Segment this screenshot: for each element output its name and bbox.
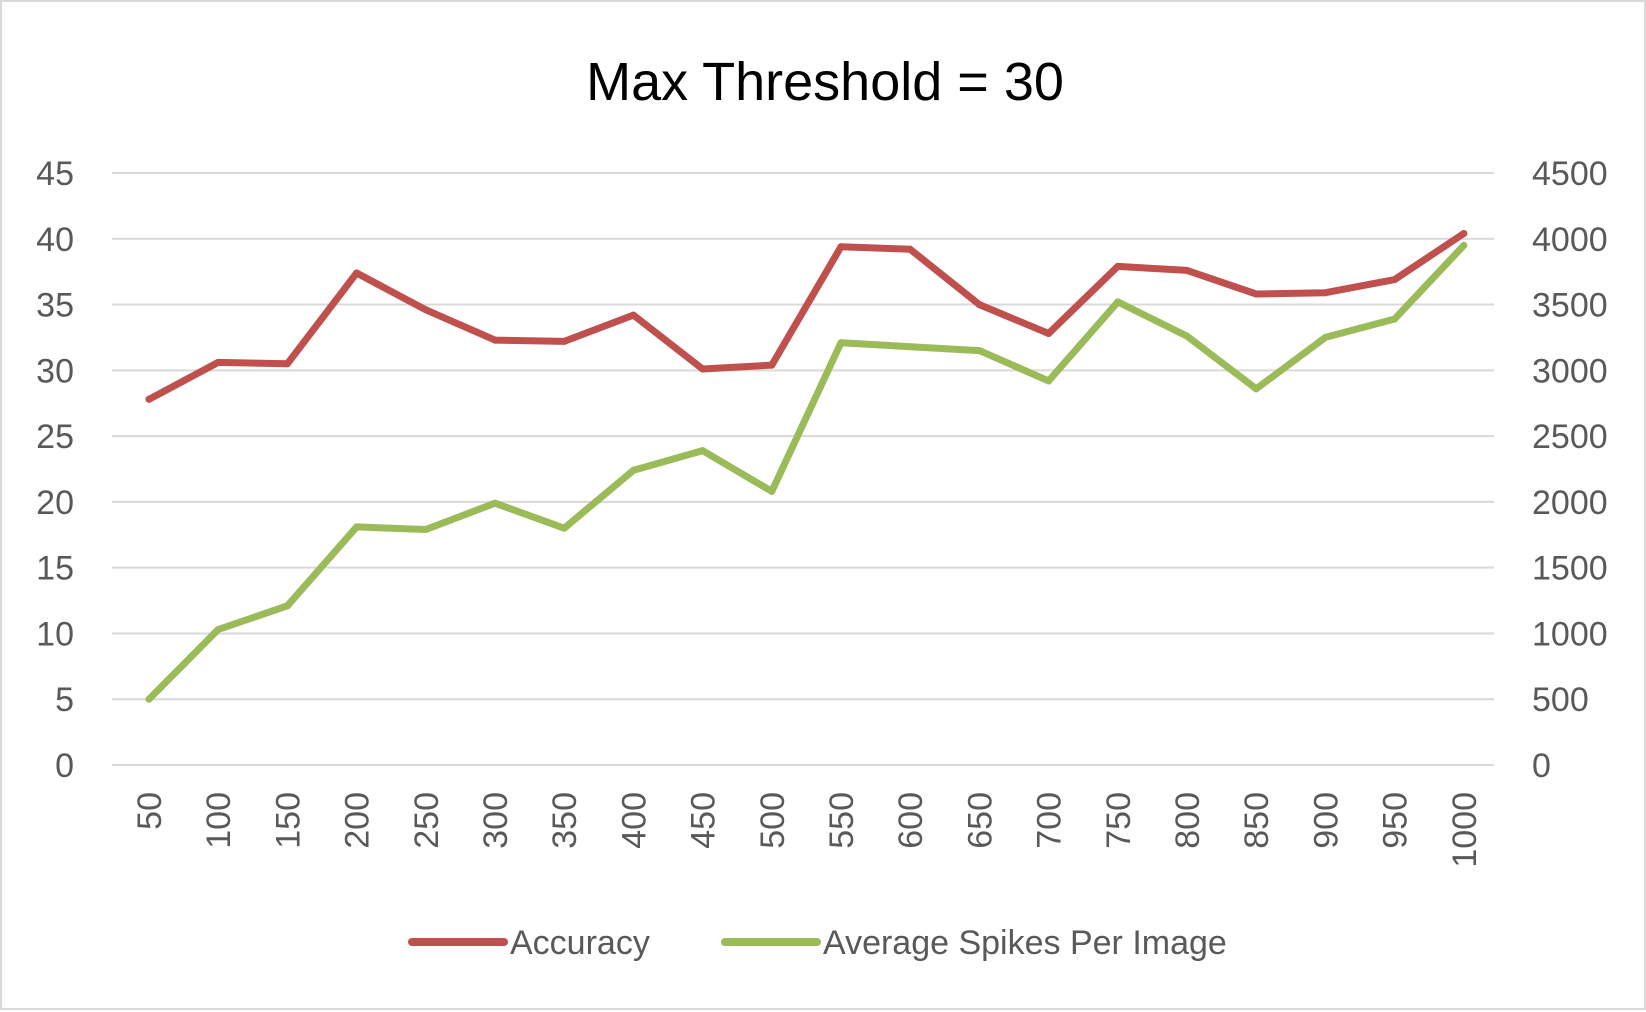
x-tick-label: 650 — [961, 792, 999, 849]
y-tick-label: 25 — [36, 418, 74, 456]
average-spikes-point — [214, 626, 222, 633]
y2-tick-label: 1000 — [1532, 615, 1608, 653]
chart-title: Max Threshold = 30 — [586, 52, 1064, 112]
right-y-axis: 0 500 1000 1500 2000 2500 3000 3500 4000 4500 — [1532, 155, 1608, 785]
x-tick-label: 500 — [754, 792, 792, 849]
average-spikes-point — [283, 602, 291, 610]
average-spikes-line — [145, 241, 1468, 703]
accuracy-point — [1391, 276, 1399, 284]
legend-label: Accuracy — [510, 924, 650, 962]
accuracy-point — [145, 395, 153, 403]
y2-tick-label: 4000 — [1532, 221, 1608, 259]
accuracy-point — [214, 358, 222, 366]
accuracy-point — [1460, 230, 1468, 237]
accuracy-point — [283, 360, 291, 368]
y-tick-label: 10 — [36, 615, 74, 653]
x-tick-label: 1000 — [1446, 792, 1484, 868]
x-axis: 50 100 150 200 250 300 350 400 450 500 550 600 650 70… — [131, 792, 1484, 868]
x-tick-label: 700 — [1031, 792, 1069, 849]
accuracy-point — [422, 306, 430, 314]
y-tick-label: 20 — [36, 484, 74, 522]
accuracy-point — [1045, 330, 1053, 337]
average-spikes-point — [975, 347, 983, 355]
x-tick-label: 600 — [892, 792, 930, 849]
y-tick-label: 35 — [36, 287, 74, 325]
average-spikes-point — [1045, 377, 1053, 385]
accuracy-point — [906, 245, 914, 253]
x-tick-label: 450 — [685, 792, 723, 849]
accuracy-point — [629, 311, 637, 319]
y2-tick-label: 3500 — [1532, 287, 1608, 325]
x-tick-label: 50 — [131, 792, 169, 830]
accuracy-point — [491, 336, 499, 344]
x-tick-label: 950 — [1377, 792, 1415, 849]
average-spikes-point — [768, 487, 776, 495]
average-spikes-point — [1321, 333, 1329, 341]
accuracy-point — [353, 269, 361, 277]
average-spikes-point — [1460, 241, 1468, 249]
average-spikes-point — [906, 343, 914, 351]
average-spikes-point — [145, 695, 153, 703]
average-spikes-point — [491, 499, 499, 507]
x-tick-label: 250 — [408, 792, 446, 849]
average-spikes-point — [353, 523, 361, 531]
y-tick-label: 30 — [36, 352, 74, 390]
y2-tick-label: 3000 — [1532, 352, 1608, 390]
average-spikes-point — [699, 447, 707, 455]
x-tick-label: 850 — [1238, 792, 1276, 849]
y-tick-label: 40 — [36, 221, 74, 259]
y2-tick-label: 2000 — [1532, 484, 1608, 522]
x-tick-label: 900 — [1307, 792, 1345, 849]
gridlines — [112, 172, 1494, 766]
accuracy-point — [1114, 262, 1122, 270]
x-tick-label: 750 — [1100, 792, 1138, 849]
x-tick-label: 400 — [615, 792, 653, 849]
x-tick-label: 300 — [477, 792, 515, 849]
average-spikes-point — [629, 466, 637, 474]
y-tick-label: 15 — [36, 550, 74, 588]
y2-tick-label: 4500 — [1532, 155, 1608, 193]
x-tick-label: 550 — [823, 792, 861, 849]
accuracy-point — [1183, 266, 1191, 274]
series-lines — [145, 230, 1468, 703]
y-tick-label: 5 — [55, 681, 74, 719]
x-tick-label: 800 — [1169, 792, 1207, 849]
left-y-axis: 0 5 10 15 20 25 30 35 40 45 — [36, 155, 74, 785]
accuracy-point — [1321, 289, 1329, 297]
legend: Accuracy Average Spikes Per Image — [408, 924, 1227, 962]
accuracy-point — [975, 301, 983, 309]
y-tick-label: 0 — [55, 747, 74, 785]
legend-label: Average Spikes Per Image — [823, 924, 1227, 962]
accuracy-point — [1252, 290, 1260, 298]
accuracy-point — [560, 337, 568, 345]
average-spikes-point — [1252, 385, 1260, 393]
average-spikes-point — [1391, 315, 1399, 323]
accuracy-point — [699, 365, 707, 373]
average-spikes-point — [1114, 298, 1122, 306]
average-spikes-point — [837, 339, 845, 347]
x-tick-label: 100 — [200, 792, 238, 849]
average-spikes-point — [422, 526, 430, 533]
x-tick-label: 200 — [339, 792, 377, 849]
accuracy-line — [145, 230, 1468, 403]
average-spikes-point — [1183, 332, 1191, 340]
x-tick-label: 150 — [269, 792, 307, 849]
y2-tick-label: 1500 — [1532, 550, 1608, 588]
y2-tick-label: 2500 — [1532, 418, 1608, 456]
y-tick-label: 45 — [36, 155, 74, 193]
x-tick-label: 350 — [546, 792, 584, 849]
y2-tick-label: 500 — [1532, 681, 1589, 719]
accuracy-point — [768, 361, 776, 369]
average-spikes-point — [560, 524, 568, 532]
accuracy-point — [837, 243, 845, 251]
y2-tick-label: 0 — [1532, 747, 1551, 785]
